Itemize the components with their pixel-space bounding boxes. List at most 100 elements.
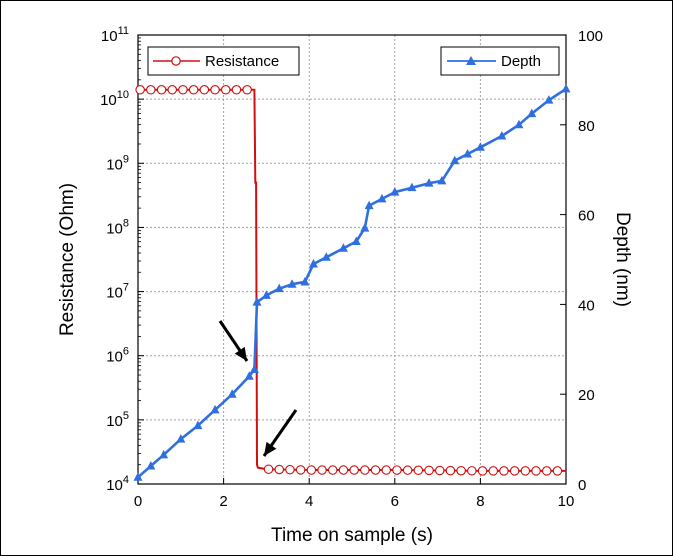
- plot-area: [137, 34, 567, 485]
- legend-depth-label: Depth: [501, 53, 541, 70]
- left-y-tick-label: 1011: [101, 25, 129, 45]
- depth-point: [407, 182, 417, 192]
- right-y-tick-label: 80: [578, 118, 595, 135]
- legend-depth-marker: [466, 56, 476, 65]
- depth-point: [300, 276, 310, 286]
- resistance-point: [146, 85, 156, 95]
- depth-point: [146, 461, 156, 470]
- depth-point: [544, 95, 554, 104]
- resistance-point: [242, 85, 252, 95]
- left-y-tick-label: 104: [106, 474, 129, 494]
- resistance-point: [424, 465, 434, 476]
- arrow-depth-jump-head: [234, 346, 247, 361]
- depth-point: [561, 83, 571, 93]
- series-layer: [133, 83, 571, 481]
- arrow-resistance-drop-head: [264, 441, 277, 456]
- resistance-point: [274, 464, 284, 475]
- resistance-point: [220, 85, 231, 95]
- resistance-point: [360, 465, 370, 475]
- depth-point: [308, 258, 318, 268]
- resistance-point: [520, 466, 531, 476]
- resistance-point: [285, 464, 295, 475]
- right-y-tick-label: 100: [578, 28, 603, 45]
- depth-point: [463, 148, 473, 158]
- depth-line: [137, 87, 567, 479]
- depth-point: [321, 252, 331, 261]
- legend-depth: Depth: [440, 46, 560, 76]
- resistance-point: [402, 465, 413, 475]
- depth-point: [475, 142, 485, 151]
- depth-point: [287, 279, 297, 288]
- resistance-point: [392, 465, 402, 475]
- resistance-point: [338, 465, 349, 475]
- left-y-axis-label: Resistance (Ohm): [57, 183, 78, 336]
- resistance-point: [231, 85, 242, 95]
- x-tick-label: 0: [134, 493, 142, 510]
- x-tick-label: 8: [476, 493, 484, 510]
- depth-point: [360, 223, 370, 232]
- legend-resistance-marker: [171, 56, 181, 66]
- left-y-tick-label: 107: [106, 282, 129, 302]
- depth-point: [249, 364, 259, 374]
- resistance-point: [263, 464, 274, 475]
- resistance-point: [167, 85, 177, 95]
- depth-point: [210, 404, 220, 414]
- resistance-point: [135, 85, 145, 95]
- left-y-tick-label: 105: [106, 410, 129, 430]
- depth-point: [176, 434, 186, 443]
- resistance-point: [188, 85, 199, 95]
- resistance-point: [381, 465, 391, 475]
- x-tick-label: 4: [305, 493, 313, 510]
- resistance-point: [477, 466, 488, 476]
- resistance-point: [210, 85, 220, 95]
- resistance-point: [445, 465, 456, 476]
- left-y-tick-label: 109: [106, 153, 129, 173]
- left-y-tick-label: 106: [106, 346, 129, 366]
- resistance-point: [413, 465, 424, 476]
- depth-point: [351, 236, 361, 246]
- grid-lines: [138, 35, 566, 484]
- left-y-tick-label: 108: [106, 217, 129, 237]
- resistance-point: [531, 466, 541, 476]
- resistance-point: [178, 85, 188, 95]
- right-y-axis-label: Depth (nm): [612, 212, 633, 307]
- resistance-point: [488, 466, 498, 476]
- depth-point: [527, 108, 537, 118]
- depth-point: [252, 297, 262, 306]
- legend-resistance: Resistance: [147, 46, 300, 76]
- depth-point: [424, 178, 434, 187]
- resistance-point: [327, 465, 338, 475]
- resistance-point: [349, 465, 359, 475]
- resistance-point: [295, 465, 306, 475]
- resistance-point: [306, 465, 317, 475]
- right-y-tick-label: 20: [578, 387, 595, 404]
- depth-point: [193, 420, 203, 430]
- depth-point: [133, 472, 143, 481]
- right-y-tick-label: 0: [578, 477, 586, 494]
- depth-point: [514, 119, 524, 129]
- right-y-axis-ticks: 0 20 40 60 80 100: [560, 28, 603, 494]
- right-y-tick-label: 40: [578, 297, 595, 314]
- depth-point: [364, 200, 374, 210]
- resistance-point: [552, 466, 563, 476]
- resistance-point: [467, 466, 477, 476]
- depth-point: [390, 187, 400, 196]
- resistance-point: [434, 465, 445, 476]
- legend-resistance-label: Resistance: [205, 53, 279, 70]
- x-axis-ticks: 0 2 4 6 8 10: [134, 478, 574, 510]
- depth-point: [261, 290, 271, 299]
- resistance-point: [317, 465, 327, 475]
- depth-point: [338, 243, 348, 252]
- depth-point: [227, 389, 237, 398]
- resistance-line: [138, 88, 566, 472]
- depth-point: [159, 449, 169, 459]
- resistance-point: [509, 466, 520, 476]
- depth-point: [377, 193, 387, 203]
- right-y-tick-label: 60: [578, 208, 595, 225]
- x-axis-label: Time on sample (s): [271, 525, 433, 546]
- depth-point: [450, 155, 460, 165]
- resistance-point: [370, 465, 381, 475]
- resistance-point: [456, 465, 466, 476]
- resistance-point: [199, 85, 210, 95]
